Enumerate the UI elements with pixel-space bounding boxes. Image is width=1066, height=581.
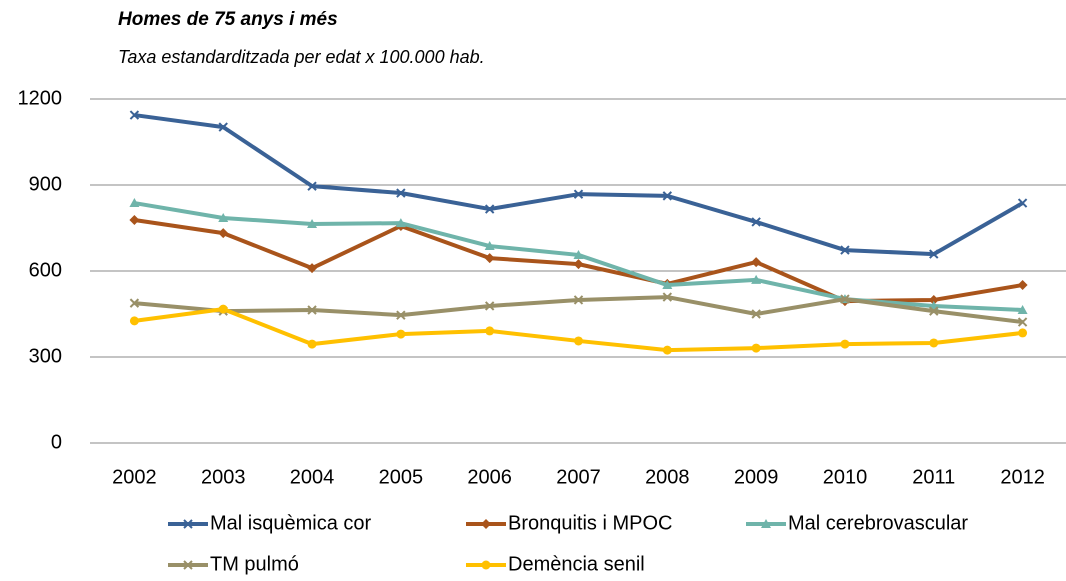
marker	[1017, 280, 1028, 291]
marker	[573, 189, 584, 199]
marker	[751, 257, 762, 268]
marker	[218, 212, 229, 222]
marker	[662, 280, 673, 290]
marker	[1017, 304, 1028, 314]
marker	[218, 122, 228, 132]
marker	[129, 298, 140, 308]
marker	[484, 301, 495, 311]
x-tick-label: 2010	[823, 466, 868, 488]
x-tick-label: 2008	[645, 466, 690, 488]
marker	[129, 316, 139, 326]
y-tick-label: 300	[29, 345, 62, 367]
marker	[929, 306, 939, 316]
legend-item: Mal isquèmica cor	[168, 512, 372, 534]
x-tick-label: 2009	[734, 466, 779, 488]
marker	[928, 294, 939, 305]
chart-title: Homes de 75 anys i més	[118, 9, 338, 30]
marker	[840, 339, 850, 349]
legend-label: Mal isquèmica cor	[210, 512, 372, 534]
x-tick-label: 2003	[201, 466, 246, 488]
marker	[1018, 328, 1028, 338]
marker	[662, 191, 673, 201]
marker	[307, 305, 317, 315]
marker	[396, 188, 406, 198]
marker	[129, 198, 140, 208]
marker	[396, 310, 406, 320]
legend-item: Demència senil	[466, 553, 645, 575]
marker	[218, 228, 229, 239]
marker	[573, 259, 584, 270]
legend-label: Demència senil	[508, 553, 645, 575]
marker	[574, 336, 583, 346]
x-tick-label: 2007	[556, 466, 601, 488]
marker	[307, 218, 318, 228]
x-tick-label: 2004	[290, 466, 335, 488]
marker	[484, 253, 495, 264]
marker	[1017, 198, 1028, 208]
legend-item: Bronquitis i MPOC	[466, 512, 673, 534]
marker	[662, 292, 673, 302]
legend-item: TM pulmó	[168, 553, 299, 575]
marker	[183, 519, 193, 529]
chart-subtitle: Taxa estandarditzada per edat x 100.000 …	[118, 47, 485, 67]
marker	[129, 110, 140, 120]
legend-label: Mal cerebrovascular	[788, 512, 968, 534]
marker	[761, 519, 771, 528]
marker	[307, 181, 317, 191]
x-tick-label: 2012	[1000, 466, 1045, 488]
marker	[929, 338, 939, 348]
marker	[129, 214, 140, 225]
y-tick-label: 600	[29, 259, 62, 281]
marker	[481, 519, 491, 529]
y-tick-label: 1200	[18, 87, 63, 109]
x-tick-label: 2005	[379, 466, 424, 488]
marker	[751, 343, 761, 353]
marker	[929, 249, 939, 259]
y-tick-label: 900	[29, 173, 62, 195]
marker	[1017, 317, 1028, 327]
y-tick-label: 0	[51, 431, 62, 453]
marker	[481, 560, 491, 570]
marker	[183, 560, 193, 570]
marker	[573, 295, 584, 305]
marker	[484, 241, 495, 251]
marker	[751, 309, 761, 319]
x-tick-label: 2002	[112, 466, 157, 488]
legend-label: Bronquitis i MPOC	[508, 512, 673, 534]
marker	[573, 249, 584, 259]
x-tick-label: 2006	[467, 466, 512, 488]
marker	[395, 218, 406, 228]
marker	[307, 339, 317, 349]
marker	[840, 294, 850, 304]
marker	[484, 204, 495, 214]
marker	[218, 304, 228, 314]
marker	[662, 345, 672, 355]
marker	[396, 329, 406, 339]
marker	[840, 245, 850, 255]
marker	[307, 263, 318, 274]
marker	[485, 326, 495, 336]
legend-label: TM pulmó	[210, 553, 299, 575]
marker	[751, 274, 762, 284]
legend-item: Mal cerebrovascular	[746, 512, 968, 534]
x-tick-label: 2011	[912, 466, 955, 488]
marker	[751, 217, 761, 227]
